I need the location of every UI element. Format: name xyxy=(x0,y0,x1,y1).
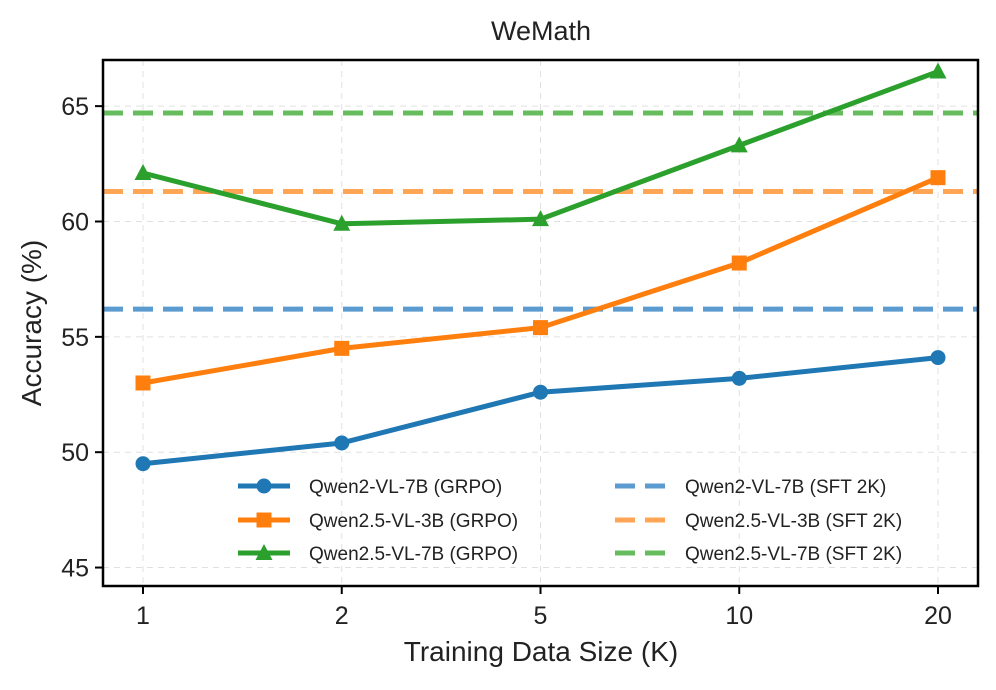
data-point xyxy=(333,214,351,231)
data-point xyxy=(334,435,350,451)
legend: Qwen2-VL-7B (GRPO) Qwen2.5-VL-3B (GRPO) Qw… xyxy=(238,477,902,565)
legend-marker xyxy=(255,544,273,560)
legend-label: Qwen2-VL-7B (SFT 2K) xyxy=(685,477,886,498)
y-axis-ticks: 45 50 55 60 65 xyxy=(61,93,103,583)
y-tick-label: 65 xyxy=(61,93,89,121)
data-point xyxy=(731,370,747,386)
y-axis-label: Accuracy (%) xyxy=(16,240,47,406)
legend-label: Qwen2.5-VL-3B (SFT 2K) xyxy=(685,511,902,532)
legend-label: Qwen2.5-VL-3B (GRPO) xyxy=(309,511,518,532)
data-point xyxy=(930,350,946,366)
chart-title: WeMath xyxy=(491,16,591,46)
legend-marker xyxy=(256,478,272,494)
x-tick-label: 1 xyxy=(136,602,150,630)
y-tick-label: 60 xyxy=(61,208,89,236)
legend-marker xyxy=(256,512,272,528)
data-point xyxy=(334,340,350,356)
x-tick-label: 2 xyxy=(335,602,349,630)
data-point xyxy=(731,255,747,271)
x-axis-label: Training Data Size (K) xyxy=(404,636,678,667)
data-point xyxy=(135,456,151,472)
x-tick-label: 10 xyxy=(725,602,753,630)
data-point xyxy=(135,375,151,391)
legend-label: Qwen2-VL-7B (GRPO) xyxy=(309,477,502,498)
x-tick-label: 5 xyxy=(534,602,548,630)
data-series xyxy=(134,62,947,472)
data-point xyxy=(532,210,549,227)
data-point xyxy=(930,170,946,186)
y-tick-label: 55 xyxy=(61,324,89,352)
x-tick-label: 20 xyxy=(924,602,952,630)
y-tick-label: 50 xyxy=(61,439,89,467)
data-point xyxy=(929,62,947,79)
data-point xyxy=(730,136,748,153)
legend-label: Qwen2.5-VL-7B (SFT 2K) xyxy=(685,544,902,565)
x-axis-ticks: 1 2 5 10 20 xyxy=(136,586,952,630)
legend-label: Qwen2.5-VL-7B (GRPO) xyxy=(309,544,518,565)
data-point xyxy=(533,384,548,400)
data-point xyxy=(134,164,152,181)
data-point xyxy=(533,320,548,336)
y-tick-label: 45 xyxy=(61,555,89,583)
